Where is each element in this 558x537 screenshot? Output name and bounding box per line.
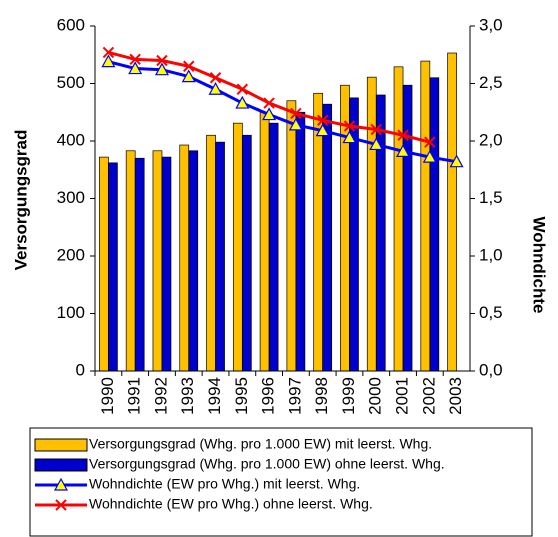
bar <box>375 94 386 372</box>
marker <box>101 54 116 68</box>
x-tick-label: 2001 <box>393 377 412 415</box>
legend-label: Wohndichte (EW pro Whg.) mit leerst. Whg… <box>89 476 360 492</box>
x-tick-label: 1991 <box>125 377 144 415</box>
bar <box>161 156 172 372</box>
bar <box>322 103 333 372</box>
marker <box>183 60 195 72</box>
marker <box>288 117 303 131</box>
x-tick-label: 1995 <box>232 377 251 415</box>
bar <box>447 52 457 372</box>
y-tick-label: 400 <box>57 130 85 149</box>
marker <box>128 61 143 75</box>
marker <box>209 72 222 84</box>
y-tick-label: 0 <box>76 360 85 379</box>
bar <box>402 84 413 372</box>
marker <box>236 83 249 95</box>
marker <box>262 107 277 121</box>
bar <box>295 111 306 372</box>
y-tick-label: 100 <box>57 303 85 322</box>
marker <box>396 144 411 157</box>
y2-tick-label: 1,5 <box>479 188 503 207</box>
marker <box>208 81 223 95</box>
marker <box>181 69 196 83</box>
marker <box>263 97 275 109</box>
x-tick-label: 1996 <box>259 377 278 415</box>
bar <box>241 134 252 372</box>
y2-tick-label: 0,0 <box>479 360 503 379</box>
x-tick-label: 1997 <box>285 377 304 415</box>
marker <box>102 46 115 59</box>
bar <box>232 122 243 372</box>
y-tick-label: 200 <box>57 245 85 264</box>
bar <box>152 150 163 372</box>
x-tick-label: 1994 <box>205 377 224 415</box>
marker <box>343 120 356 132</box>
y-axis-title: Versorgungsgrad <box>11 130 30 271</box>
legend-label: Versorgungsgrad (Whg. pro 1.000 EW) mit … <box>89 436 432 452</box>
y2-tick-label: 3,0 <box>479 15 503 34</box>
x-tick-label: 1998 <box>312 377 331 415</box>
marker <box>424 136 436 148</box>
y-tick-label: 600 <box>57 15 85 34</box>
legend-swatch <box>34 438 88 452</box>
marker <box>397 129 409 141</box>
marker <box>235 95 250 109</box>
bar <box>215 141 225 372</box>
marker <box>290 107 302 120</box>
y2-tick-label: 1,0 <box>479 245 503 264</box>
y2-tick-label: 0,5 <box>479 303 503 322</box>
bar <box>393 66 404 372</box>
marker <box>316 114 329 127</box>
x-tick-label: 1992 <box>151 377 170 415</box>
marker <box>315 123 330 137</box>
bar <box>366 76 377 372</box>
bar <box>108 162 118 372</box>
bar <box>206 134 216 372</box>
marker <box>129 53 141 66</box>
y2-tick-label: 2,0 <box>479 130 503 149</box>
marker <box>370 123 382 136</box>
bar <box>429 77 440 372</box>
bar <box>179 144 190 372</box>
marker <box>449 154 464 168</box>
x-tick-label: 2003 <box>446 377 465 415</box>
x-tick-label: 1993 <box>178 377 197 415</box>
x-tick-label: 1999 <box>339 377 358 415</box>
bar <box>420 60 431 372</box>
marker <box>55 499 67 511</box>
marker <box>53 477 69 491</box>
bar <box>286 100 297 372</box>
y2-tick-label: 2,5 <box>479 73 503 92</box>
marker <box>342 130 357 144</box>
marker <box>154 62 169 76</box>
legend-label: Wohndichte (EW pro Whg.) ohne leerst. Wh… <box>89 496 373 512</box>
marker <box>369 137 384 151</box>
bar <box>268 122 279 372</box>
y2-axis-title: Wohndichte <box>530 217 549 314</box>
x-tick-label: 1990 <box>98 377 117 415</box>
bar <box>259 111 270 372</box>
y-tick-label: 500 <box>57 73 85 92</box>
legend-swatch <box>34 458 88 472</box>
marker <box>422 149 437 163</box>
x-tick-label: 2002 <box>419 377 438 415</box>
bar <box>99 156 109 372</box>
y-tick-label: 300 <box>57 188 85 207</box>
x-tick-label: 2000 <box>366 377 385 415</box>
bar <box>125 150 136 372</box>
legend-box <box>29 427 533 537</box>
marker <box>156 54 168 67</box>
bar <box>134 157 145 372</box>
legend-label: Versorgungsgrad (Whg. pro 1.000 EW) ohne… <box>89 456 445 472</box>
bar <box>188 150 199 372</box>
